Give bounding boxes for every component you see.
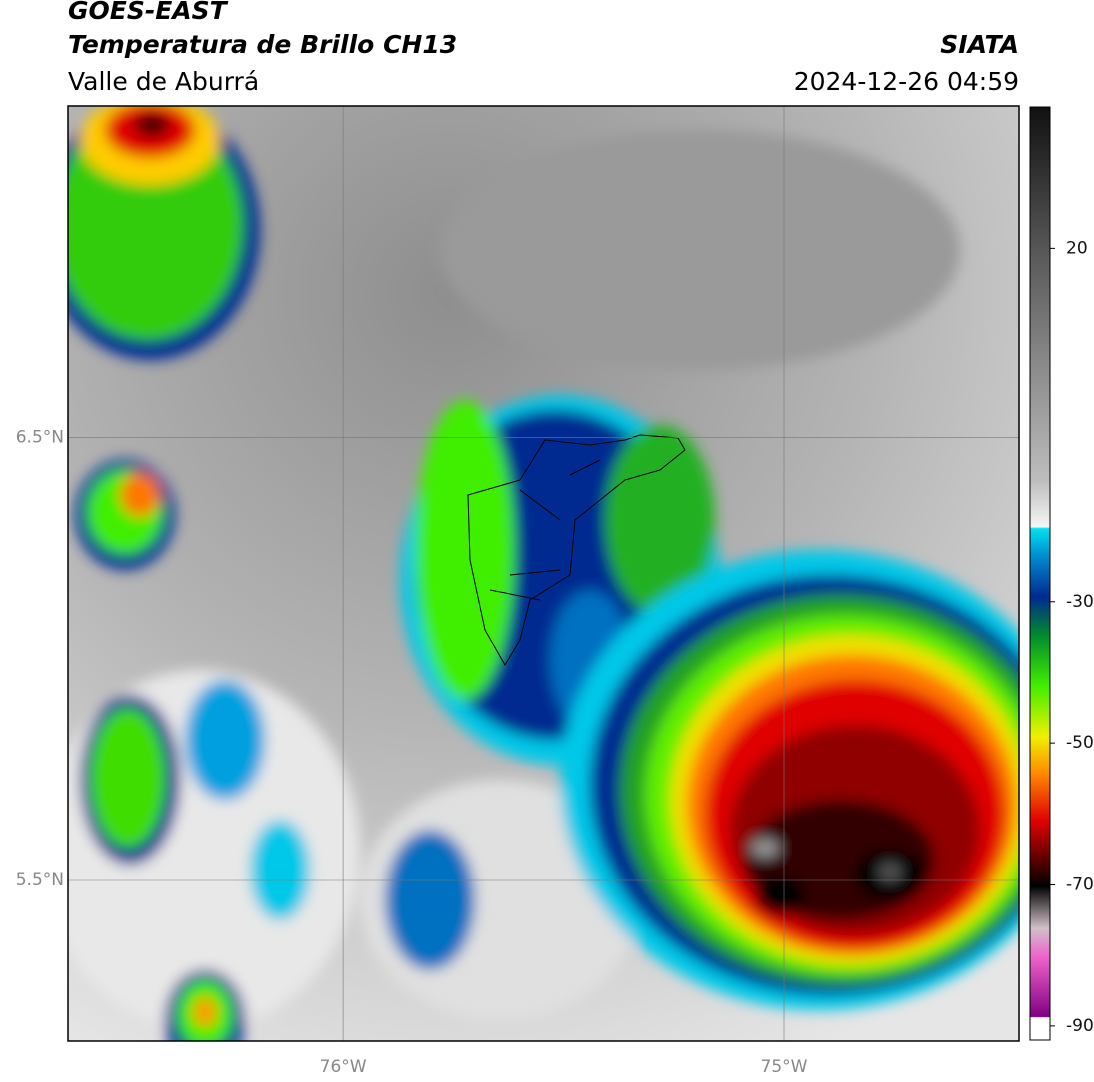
colorbar (1029, 106, 1051, 1041)
colorbar-tick-label: -30 (1066, 592, 1094, 612)
map-frame (67, 105, 1020, 1042)
graticule: 6.5°N 5.5°N 76°W 75°W (16, 106, 1019, 1077)
subtitle: Temperatura de Brillo CH13 (68, 30, 457, 59)
satellite-image (68, 106, 1019, 1041)
colorbar-tick-label: -90 (1066, 1016, 1094, 1036)
title: GOES-EAST (68, 0, 229, 25)
colorbar-ticks: 20 -30 -50 -70 -90 (1050, 238, 1094, 1036)
region: Valle de Aburrá (68, 67, 259, 96)
lat-tick-label: 5.5°N (16, 870, 64, 890)
colorbar-tick-label: 20 (1066, 238, 1088, 258)
source: SIATA (940, 30, 1019, 59)
lon-tick-label: 75°W (761, 1057, 808, 1077)
colorbar-tick-label: -50 (1066, 733, 1094, 753)
timestamp: 2024-12-26 04:59 (794, 67, 1019, 96)
colorbar-tick-label: -70 (1066, 875, 1094, 895)
lat-tick-label: 6.5°N (16, 428, 64, 448)
lon-tick-label: 76°W (320, 1057, 367, 1077)
